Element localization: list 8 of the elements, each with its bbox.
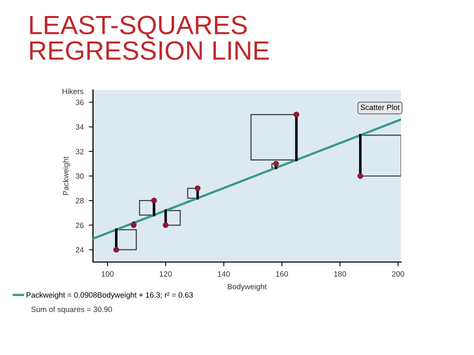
point [294, 112, 300, 118]
point [273, 160, 279, 167]
point [357, 173, 364, 179]
point [162, 222, 169, 228]
chart-title: LEAST-SQUARES REGRESSION LINE [30, 16, 269, 60]
point [113, 246, 120, 253]
point [194, 185, 200, 192]
point [151, 198, 157, 204]
